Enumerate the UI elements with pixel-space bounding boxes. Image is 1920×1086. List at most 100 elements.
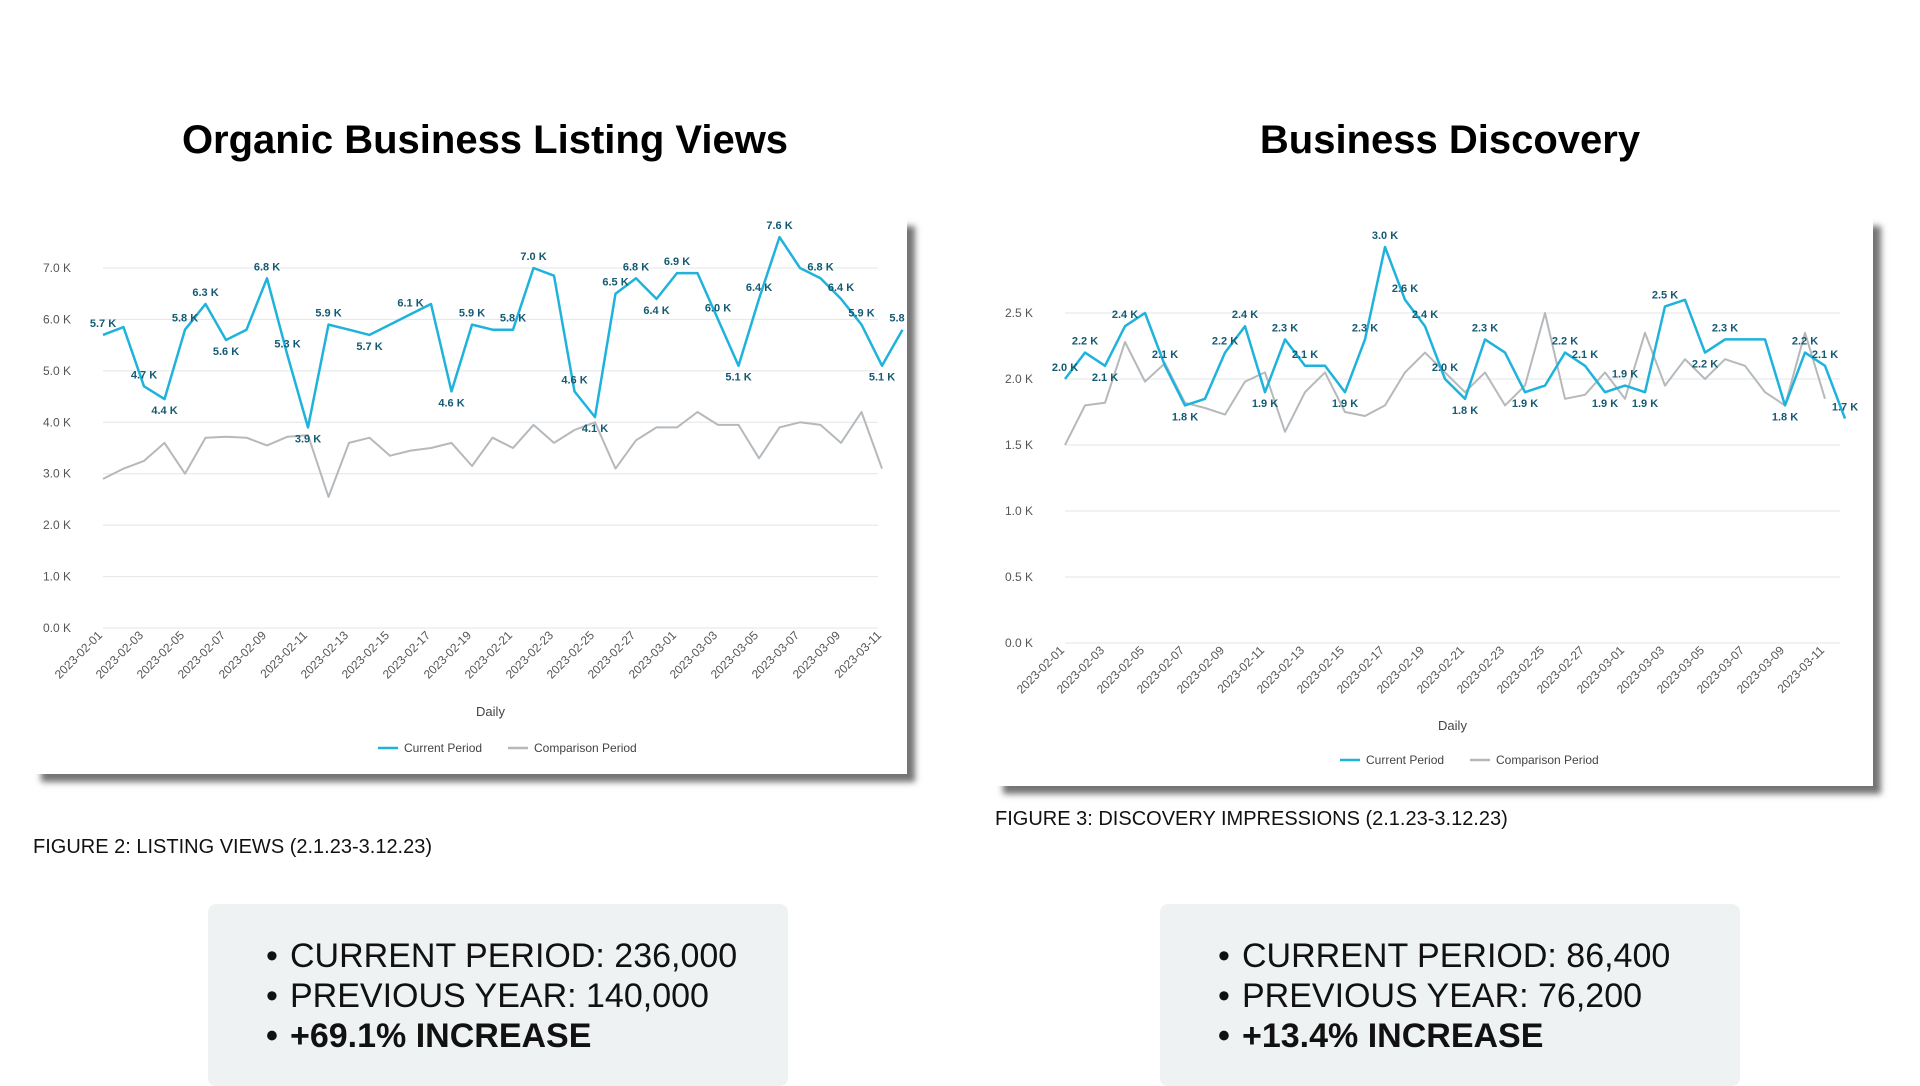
data-label: 4.4 K (151, 405, 177, 417)
data-label: 2.2 K (1692, 359, 1718, 371)
y-tick-label: 2.5 K (1005, 306, 1033, 320)
increase-stat: +13.4% INCREASE (1218, 1016, 1670, 1056)
data-label: 2.3 K (1712, 322, 1738, 334)
data-label: 5.9 K (848, 308, 874, 320)
discovery-stats-list: CURRENT PERIOD: 86,400 PREVIOUS YEAR: 76… (1218, 936, 1670, 1056)
data-label: 5.1 K (725, 372, 751, 384)
y-tick-label: 0.0 K (43, 621, 71, 635)
listing-views-stats-box: CURRENT PERIOD: 236,000 PREVIOUS YEAR: 1… (208, 904, 788, 1086)
data-label: 5.6 K (213, 346, 239, 358)
data-label: 2.1 K (1572, 349, 1598, 361)
listing-views-stats-list: CURRENT PERIOD: 236,000 PREVIOUS YEAR: 1… (266, 936, 737, 1056)
data-label: 6.0 K (705, 302, 731, 314)
listing-views-chart-card: 0.0 K 1.0 K 2.0 K 3.0 K 4.0 K 5.0 K 6.0 K 7.0 K… (33, 218, 907, 774)
data-label: 3.0 K (1372, 230, 1398, 242)
data-label: 5.7 K (356, 341, 382, 353)
data-label: 2.4 K (1112, 309, 1138, 321)
legend-label: Comparison Period (534, 741, 637, 755)
discovery-chart-card: 0.0 K 0.5 K 1.0 K 1.5 K 2.0 K 2.5 K 2023-02-01… (995, 218, 1873, 786)
x-axis-label: Daily (1438, 718, 1467, 733)
data-label: 5.9 K (459, 308, 485, 320)
data-label: 7.6 K (766, 220, 792, 232)
legend-label: Current Period (404, 741, 482, 755)
data-label: 2.2 K (1792, 336, 1818, 348)
data-label: 2.1 K (1812, 349, 1838, 361)
data-label: 1.7 K (1832, 402, 1858, 414)
data-label: 2.3 K (1272, 322, 1298, 334)
data-label: 2.2 K (1212, 336, 1238, 348)
data-label: 1.8 K (1452, 405, 1478, 417)
increase-stat: +69.1% INCREASE (266, 1016, 737, 1056)
data-label: 1.8 K (1172, 411, 1198, 423)
data-label: 2.1 K (1092, 372, 1118, 384)
data-label: 6.4 K (746, 282, 772, 294)
data-label: 2.3 K (1472, 322, 1498, 334)
data-label: 2.6 K (1392, 283, 1418, 295)
data-label: 6.4 K (643, 305, 669, 317)
y-tick-label: 0.5 K (1005, 570, 1033, 584)
current-period-stat: CURRENT PERIOD: 236,000 (266, 936, 737, 976)
data-label: 2.1 K (1152, 349, 1178, 361)
y-tick-label: 6.0 K (43, 312, 71, 326)
previous-year-stat: PREVIOUS YEAR: 76,200 (1218, 976, 1670, 1016)
data-label: 1.9 K (1612, 369, 1638, 381)
current-period-line (1064, 245, 1847, 420)
y-tick-label: 0.0 K (1005, 636, 1033, 650)
data-label: 4.6 K (561, 374, 587, 386)
right-chart-title: Business Discovery (1259, 118, 1641, 162)
data-label: 5.3 K (274, 338, 300, 350)
legend: Current Period Comparison Period (1340, 753, 1599, 767)
y-tick-label: 4.0 K (43, 415, 71, 429)
data-label: 4.1 K (582, 423, 608, 435)
data-label: 5.8 K (500, 313, 526, 325)
y-tick-label: 3.0 K (43, 467, 71, 481)
data-label: 1.8 K (1772, 411, 1798, 423)
data-label: 1.9 K (1252, 398, 1278, 410)
data-label: 6.8 K (807, 261, 833, 273)
data-label: 1.9 K (1632, 398, 1658, 410)
data-label: 5.8 K (889, 313, 907, 325)
left-chart-title: Organic Business Listing Views (181, 118, 789, 162)
data-label: 7.0 K (520, 251, 546, 263)
x-axis-label: Daily (476, 704, 505, 719)
data-label: 4.7 K (131, 369, 157, 381)
listing-views-chart: 0.0 K 1.0 K 2.0 K 3.0 K 4.0 K 5.0 K 6.0 K 7.0 K… (43, 220, 907, 755)
data-label: 6.8 K (254, 261, 280, 273)
legend: Current Period Comparison Period (378, 741, 637, 755)
data-label: 2.2 K (1552, 336, 1578, 348)
current-period-stat: CURRENT PERIOD: 86,400 (1218, 936, 1670, 976)
y-tick-label: 1.0 K (1005, 504, 1033, 518)
data-label: 1.9 K (1512, 398, 1538, 410)
data-label: 2.4 K (1412, 309, 1438, 321)
comparison-period-line (102, 411, 883, 498)
comparison-period-line (1064, 312, 1826, 446)
data-label: 3.9 K (295, 433, 321, 445)
data-label: 6.3 K (192, 287, 218, 299)
current-period-line (102, 235, 904, 429)
data-label: 2.3 K (1352, 322, 1378, 334)
data-label: 2.2 K (1072, 336, 1098, 348)
data-label: 2.0 K (1052, 362, 1078, 374)
data-label: 1.9 K (1332, 398, 1358, 410)
data-label: 5.9 K (315, 308, 341, 320)
discovery-chart: 0.0 K0.5 K1.0 K1.5 K2.0 K2.5 K2023-02-01… (1005, 230, 1858, 767)
y-tick-label: 5.0 K (43, 364, 71, 378)
data-label: 2.0 K (1432, 362, 1458, 374)
data-label: 5.8 K (172, 313, 198, 325)
discovery-stats-box: CURRENT PERIOD: 86,400 PREVIOUS YEAR: 76… (1160, 904, 1740, 1086)
figure-3-caption: FIGURE 3: DISCOVERY IMPRESSIONS (2.1.23-… (995, 808, 1508, 830)
legend-label: Current Period (1366, 753, 1444, 767)
figure-2-caption: FIGURE 2: LISTING VIEWS (2.1.23-3.12.23) (33, 836, 433, 858)
legend-label: Comparison Period (1496, 753, 1599, 767)
y-tick-label: 2.0 K (43, 518, 71, 532)
y-tick-label: 2.0 K (1005, 372, 1033, 386)
y-tick-label: 1.5 K (1005, 438, 1033, 452)
data-label: 2.4 K (1232, 309, 1258, 321)
data-label: 4.6 K (438, 397, 464, 409)
data-label: 1.9 K (1592, 398, 1618, 410)
data-label: 6.9 K (664, 256, 690, 268)
data-label: 6.4 K (828, 282, 854, 294)
data-label: 5.1 K (869, 372, 895, 384)
data-label: 6.1 K (397, 297, 423, 309)
data-label: 6.5 K (602, 277, 628, 289)
